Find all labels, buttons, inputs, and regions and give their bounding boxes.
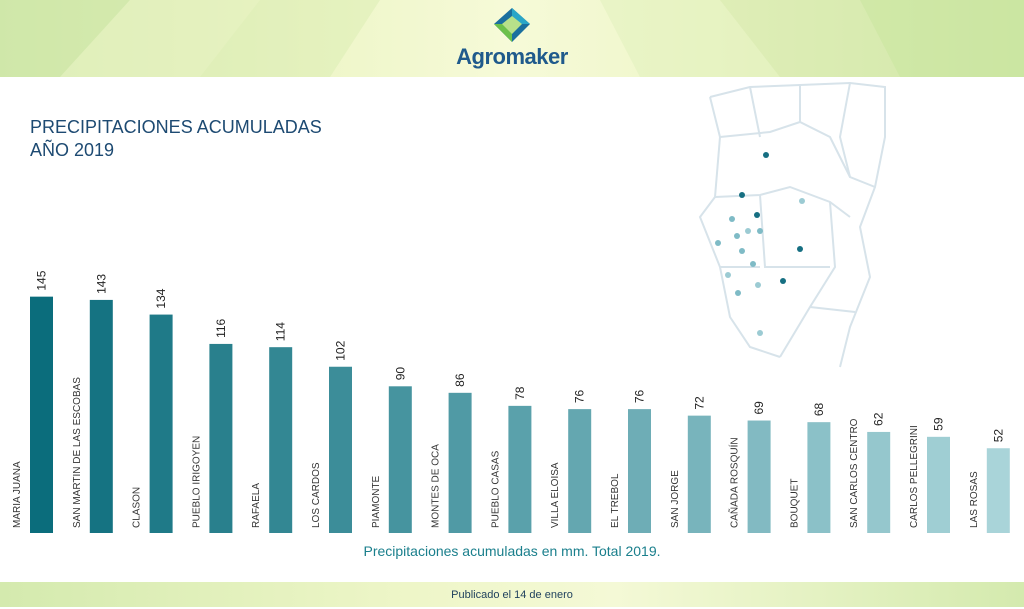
- category-label-san-martin-de-las-escobas: SAN MARTIN DE LAS ESCOBAS: [72, 377, 83, 528]
- chart-caption: Precipitaciones acumuladas en mm. Total …: [363, 543, 661, 559]
- bar-villa-eloisa: [568, 409, 592, 533]
- category-label-las-rosas: LAS ROSAS: [969, 471, 980, 528]
- category-label-rafaela: RAFAELA: [251, 483, 262, 528]
- value-label-rafaela: 114: [274, 322, 288, 341]
- bar-las-rosas: [986, 448, 1010, 533]
- value-label-montes-de-oca: 86: [453, 373, 467, 387]
- bar-rafaela: [269, 347, 293, 533]
- category-label-el-trebol: EL TREBOL: [610, 473, 621, 528]
- category-label-pueblo-casas: PUEBLO CASAS: [490, 450, 501, 528]
- bar-chart: 145 MARIA JUANA 143 SAN MARTIN DE LAS ESCOB…: [12, 270, 1010, 533]
- footer-bar: Publicado el 14 de enero: [0, 582, 1024, 607]
- category-label-bouquet: BOUQUET: [789, 479, 800, 528]
- category-label-piamonte: PIAMONTE: [371, 475, 382, 528]
- bar-el-trebol: [628, 409, 651, 533]
- bar-maria-juana: [30, 296, 53, 533]
- value-label-clason: 134: [154, 288, 168, 308]
- bar-pueblo-casas: [508, 405, 532, 533]
- value-label-piamonte: 90: [393, 367, 407, 381]
- bar-montes-de-oca: [448, 392, 472, 533]
- value-label-los-cardos: 102: [334, 340, 348, 360]
- bar-pueblo-irigoyen: [209, 343, 233, 533]
- value-label-las-rosas: 52: [991, 429, 1005, 443]
- category-label-los-cardos: LOS CARDOS: [311, 462, 322, 528]
- category-label-clason: CLASON: [132, 487, 143, 528]
- category-label-san-carlos-centro: SAN CARLOS CENTRO: [849, 418, 860, 528]
- bar-los-cardos: [329, 366, 352, 533]
- category-label-villa-eloisa: VILLA ELOISA: [550, 462, 561, 528]
- value-label-san-carlos-centro: 62: [872, 412, 886, 426]
- bar-san-jorge: [687, 415, 711, 533]
- value-label-carlos-pellegrini: 59: [932, 417, 946, 431]
- value-label-san-martin-de-las-escobas: 143: [94, 274, 108, 294]
- region-map: [698, 81, 886, 368]
- value-label-pueblo-irigoyen: 116: [214, 318, 228, 337]
- publish-date: Publicado el 14 de enero: [451, 589, 573, 601]
- bar-piamonte: [388, 386, 412, 533]
- value-label-san-jorge: 72: [692, 396, 706, 410]
- category-label-montes-de-oca: MONTES DE OCA: [431, 444, 442, 528]
- value-label-maria-juana: 145: [35, 270, 49, 290]
- value-label-el-trebol: 76: [633, 389, 647, 403]
- chart-title: PRECIPITACIONES ACUMULADAS AÑO 2019: [30, 116, 322, 162]
- category-label-carlos-pellegrini: CARLOS PELLEGRINI: [909, 425, 920, 528]
- category-label-maria-juana: MARIA JUANA: [12, 461, 23, 528]
- bar-san-martin-de-las-escobas: [89, 299, 113, 533]
- chart-title-line2: AÑO 2019: [30, 140, 115, 160]
- bar-san-carlos-centro: [867, 431, 891, 533]
- logo-mark-icon: [494, 8, 530, 42]
- bar-carlos-pellegrini: [927, 436, 950, 533]
- value-label-pueblo-casas: 78: [513, 386, 527, 400]
- header-pattern: [0, 0, 1024, 77]
- chart-title-line1: PRECIPITACIONES ACUMULADAS: [30, 117, 322, 137]
- bar-clason: [149, 314, 173, 533]
- category-label-canada-rosquin: CAÑADA ROSQUÍN: [728, 437, 741, 528]
- category-label-san-jorge: SAN JORGE: [670, 470, 681, 528]
- brand-name: Agromaker: [456, 44, 568, 69]
- value-label-canada-rosquin: 69: [752, 401, 766, 415]
- header-banner: Agromaker: [0, 0, 1024, 77]
- brand-logo: Agromaker: [456, 6, 568, 72]
- category-label-pueblo-irigoyen: PUEBLO IRIGOYEN: [191, 436, 202, 528]
- bar-bouquet: [807, 422, 831, 533]
- value-label-bouquet: 68: [812, 402, 826, 416]
- value-label-villa-eloisa: 76: [573, 389, 587, 403]
- bar-canada-rosquin: [747, 420, 771, 533]
